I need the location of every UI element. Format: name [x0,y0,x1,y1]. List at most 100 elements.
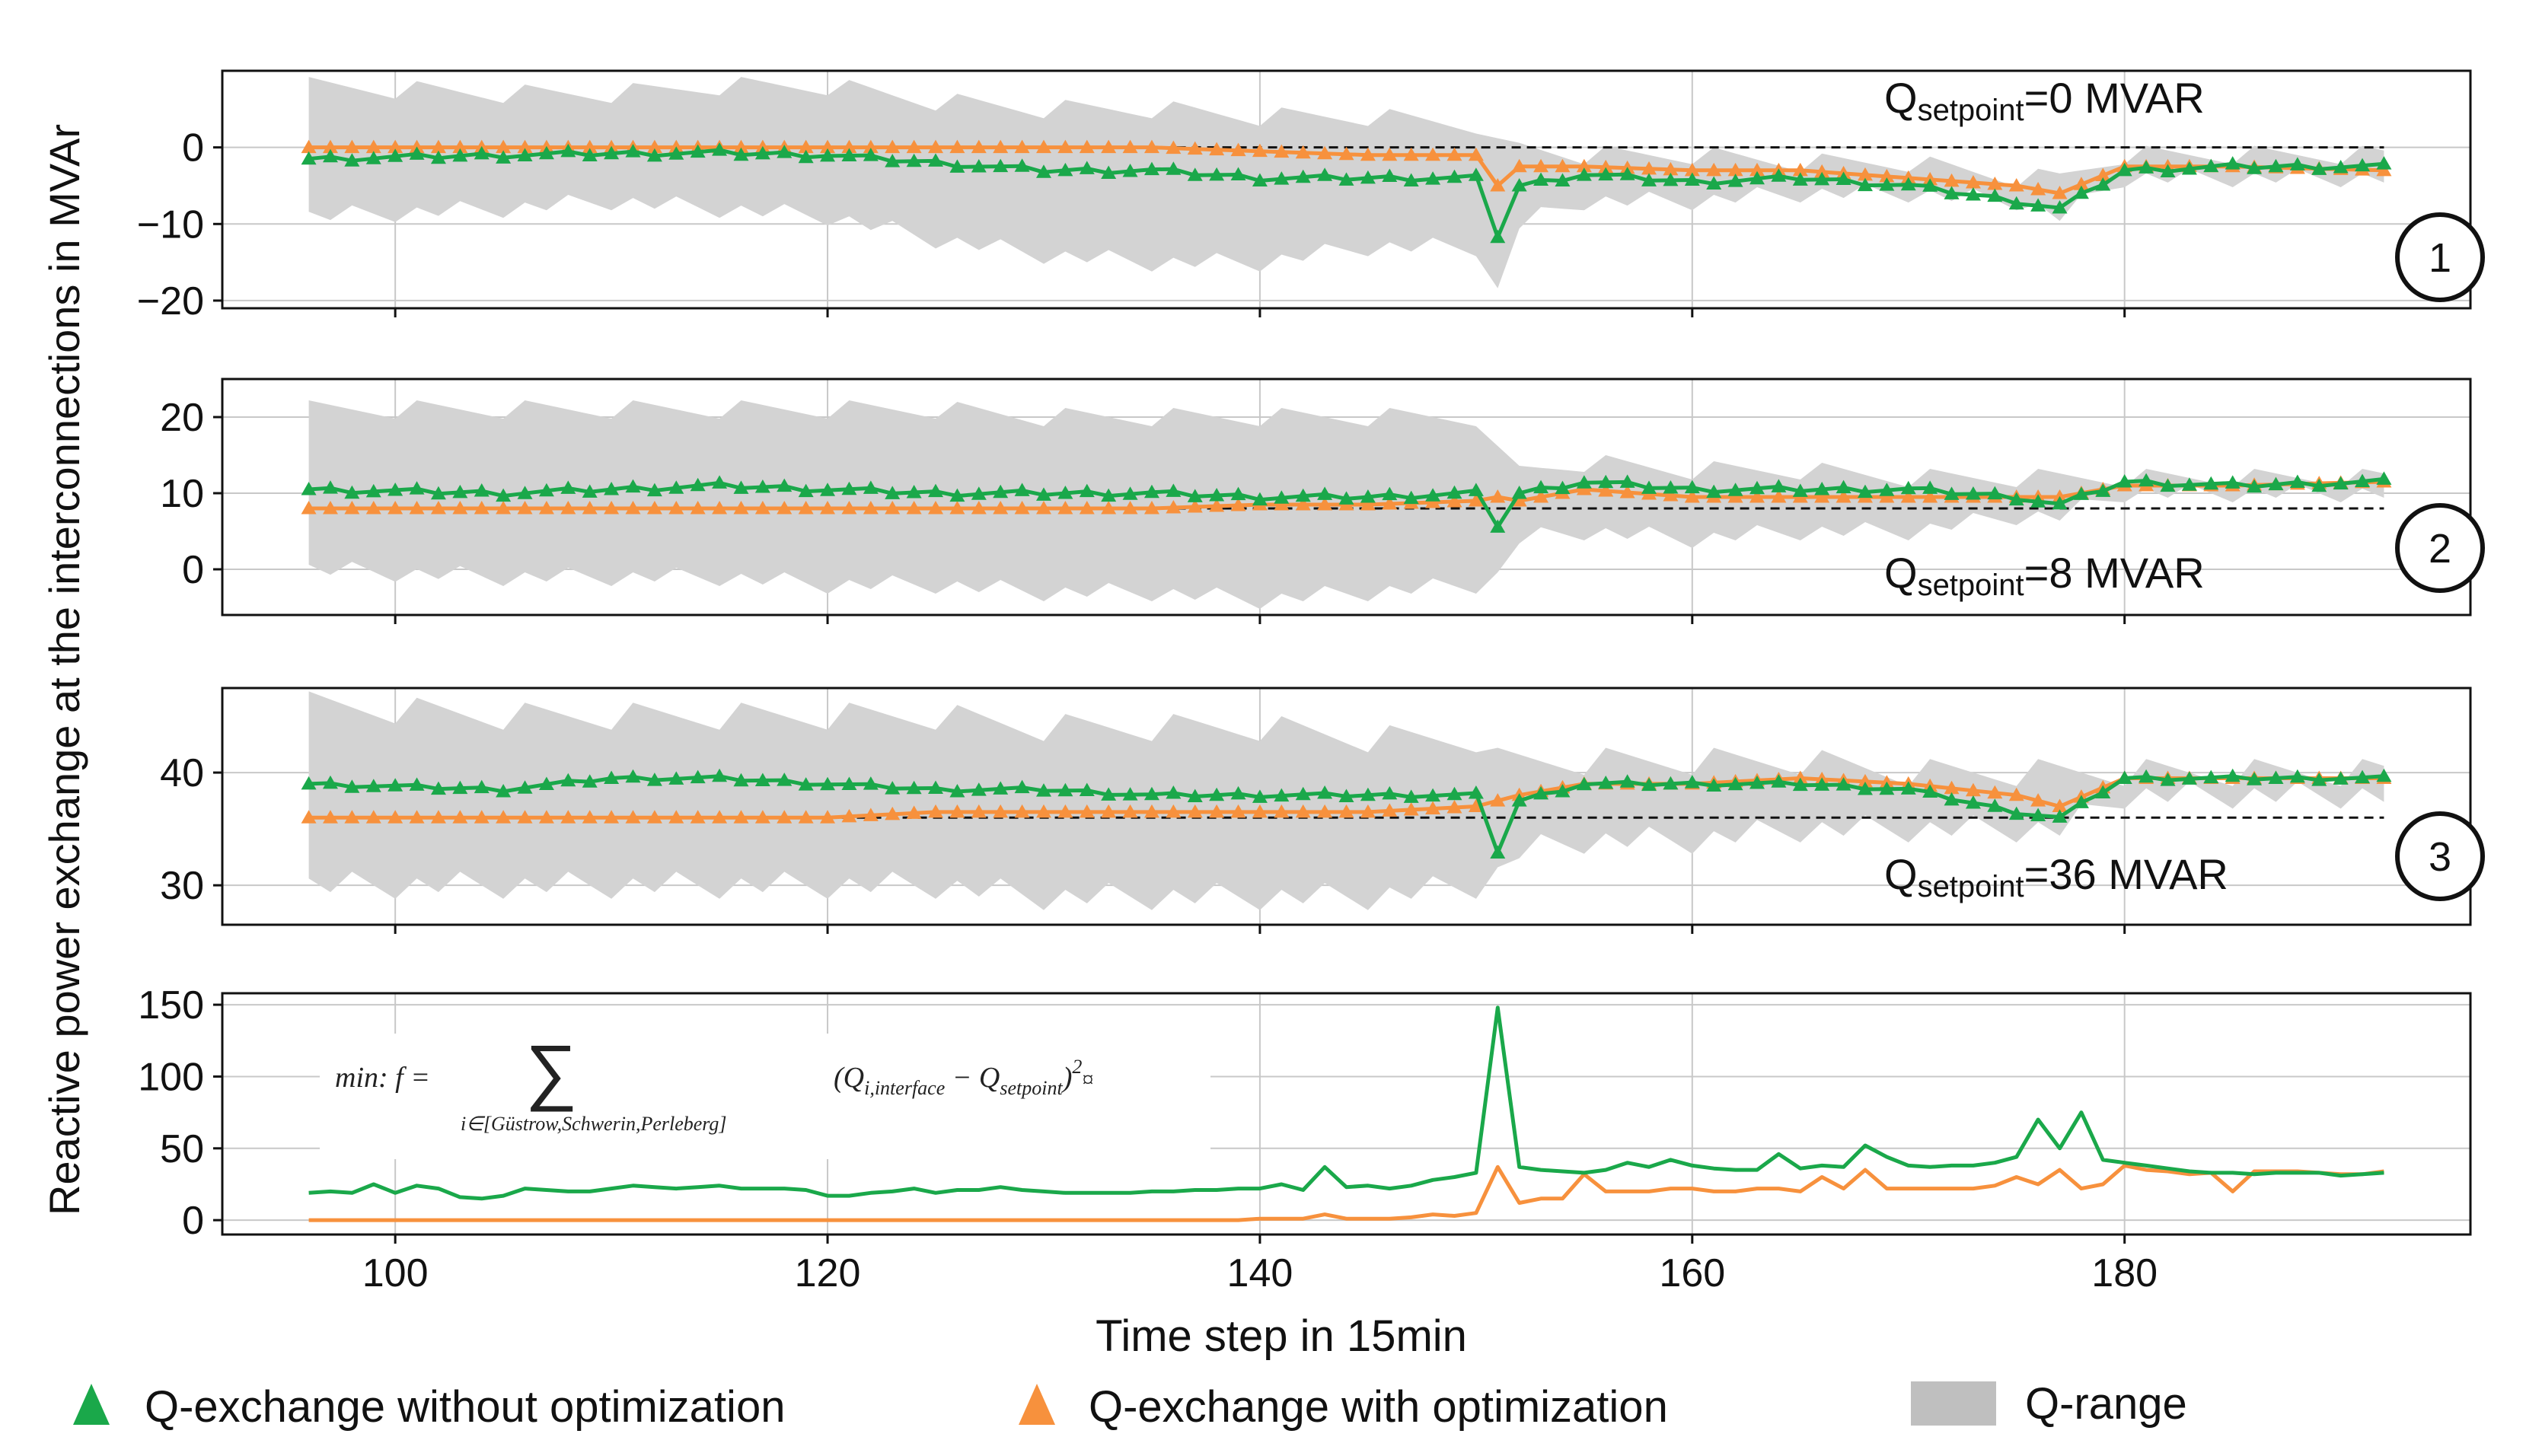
with-optimization-marker [1446,147,1462,161]
without-optimization-marker [388,778,403,792]
legend-range-label: Q-range [2025,1379,2187,1429]
without-optimization-marker [1187,489,1203,502]
with-optimization-marker [1987,785,2003,799]
with-optimization-marker [1101,804,1117,818]
with-optimization-marker [1122,501,1138,515]
panel-badge-circle [2395,503,2485,593]
x-axis-label: Time step in 15min [1096,1311,1467,1361]
with-optimization-marker [301,810,317,824]
without-optimization-marker [2289,157,2305,170]
without-optimization-marker [820,776,836,791]
legend-with-label: Q-exchange with optimization [1089,1382,1668,1432]
with-optimization-marker [1057,501,1073,515]
with-optimization-marker [344,810,360,824]
without-optimization-marker [365,779,381,792]
without-optimization-marker [474,483,490,497]
without-optimization-marker [906,153,922,167]
with-optimization-marker [1965,782,1981,797]
without-optimization-marker [496,150,512,164]
without-optimization-marker [1511,177,1527,192]
without-optimization-marker [1533,479,1549,494]
without-optimization-marker [1057,162,1073,177]
without-optimization-marker [1598,167,1614,181]
with-optimization-marker [690,501,706,515]
without-optimization-marker [1641,173,1657,186]
with-optimization-marker [1187,499,1203,513]
with-optimization-marker [1187,141,1203,155]
with-optimization-marker [1166,804,1182,818]
without-optimization-marker [1619,774,1635,788]
without-optimization-marker [1879,177,1895,191]
without-optimization-marker [928,780,944,795]
formula-part-rhs_sub1: i,interface [864,1077,945,1099]
without-optimization-marker [2008,806,2024,820]
formula-part-rhs_mid: − Q [945,1062,1000,1094]
with-optimization-marker [1079,804,1095,818]
x-tick-label: 140 [1227,1251,1293,1295]
without-optimization-marker [1987,188,2003,202]
without-optimization-marker [1879,483,1895,496]
with-optimization-marker [582,139,598,154]
without-optimization-marker [1360,787,1376,801]
with-optimization-marker [1079,139,1095,154]
without-optimization-marker [733,147,749,161]
without-optimization-marker [2247,772,2263,785]
with-optimization-marker [496,139,512,154]
with-optimization-marker [798,501,814,515]
plot-area [308,1005,2384,1222]
with-optimization-marker [1900,170,1916,184]
without-optimization-marker [1446,786,1462,801]
with-optimization-marker [1814,164,1830,178]
without-optimization-marker [863,148,879,161]
with-optimization-marker [322,139,338,154]
with-optimization-marker [2008,787,2024,801]
without-optimization-marker [2139,769,2154,783]
without-optimization-marker [928,153,944,167]
with-optimization-marker [538,810,554,824]
without-optimization-marker [2376,471,2392,485]
with-optimization-marker [1727,162,1743,177]
with-optimization-marker [1317,804,1333,818]
with-optimization-marker [949,804,965,818]
with-optimization-marker [1035,139,1051,154]
without-optimization-marker [625,144,641,158]
formula-sum-symbol: ∑ [525,1031,577,1112]
without-optimization-marker [949,159,965,173]
with-optimization-marker [1143,139,1159,154]
without-optimization-marker [2030,808,2046,821]
y-tick-label: 30 [160,864,204,908]
with-optimization-marker [1360,804,1376,818]
y-tick-label: 20 [160,396,204,440]
without-optimization-marker [452,148,468,162]
with-optimization-marker [646,139,662,154]
without-optimization-marker [1252,789,1268,803]
with-optimization-marker [1209,804,1225,818]
with-optimization-marker [1576,158,1592,173]
with-optimization-marker [301,501,317,515]
with-optimization-marker [777,810,793,824]
without-optimization-marker [1533,785,1549,800]
without-optimization-marker [668,480,684,494]
without-optimization-marker [1641,777,1657,792]
plot-area [301,77,2392,288]
without-optimization-marker [1014,158,1030,172]
with-optimization-marker [777,501,793,515]
formula-rhs: (Qi,interface − Qsetpoint)2¤ [834,1056,1093,1099]
with-optimization-marker [885,806,901,820]
with-optimization-marker [1727,489,1743,503]
with-optimization-marker [1684,489,1700,503]
with-optimization-marker [1749,489,1765,503]
with-optimization-marker [388,810,403,824]
without-optimization-marker [1014,779,1030,794]
with-optimization-marker [1555,158,1571,173]
without-optimization-marker [2095,177,2111,191]
without-optimization-marker [2116,770,2132,784]
without-optimization-marker [301,776,317,790]
without-optimization-marker [1230,486,1246,501]
with-optimization-marker [409,501,425,515]
with-optimization-marker [1836,489,1851,503]
with-optimization-marker [365,810,381,824]
with-optimization-marker [1382,803,1398,817]
without-optimization-marker [1425,488,1441,502]
without-optimization-marker [322,775,338,789]
